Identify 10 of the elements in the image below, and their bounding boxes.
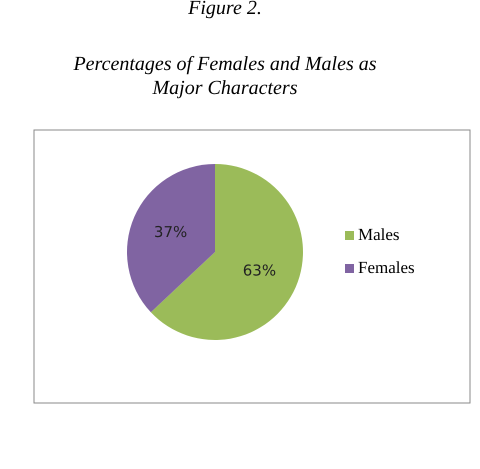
data-label: 37%: [154, 222, 188, 241]
legend-entry: Females: [345, 258, 415, 277]
legend-label: Males: [358, 224, 400, 244]
legend-label: Females: [358, 258, 415, 277]
pie-slice: [127, 164, 215, 312]
data-label: 63%: [242, 261, 276, 280]
pie-slice: [150, 164, 303, 340]
caption: Figure 2.: [187, 0, 262, 19]
chart-title: Percentages of Females and Males as Major Characters: [72, 53, 377, 99]
legend-entry: Males: [345, 224, 400, 244]
